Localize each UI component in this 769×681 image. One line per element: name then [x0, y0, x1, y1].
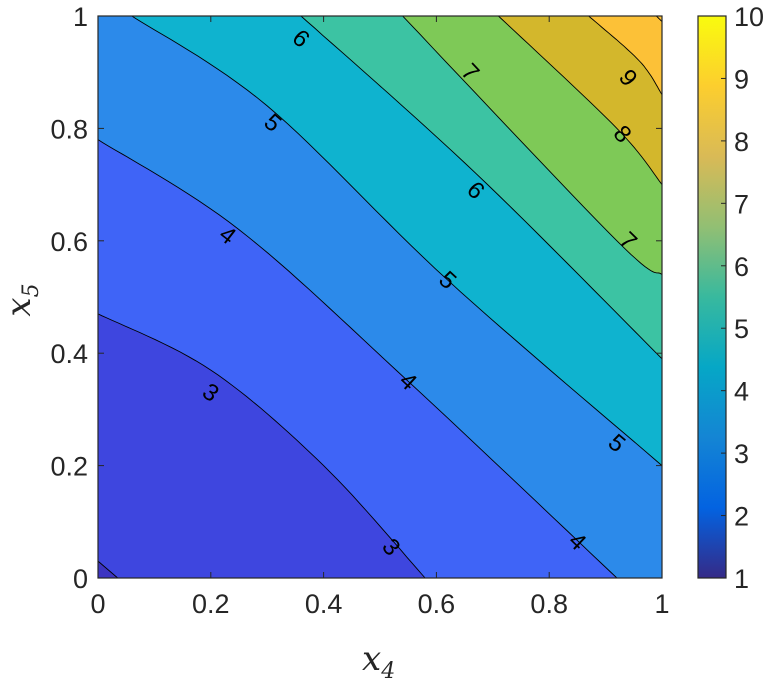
- x-tick-label: 0.8: [530, 589, 568, 619]
- y-tick-label: 0.8: [50, 114, 88, 144]
- x-tick-label: 0.6: [418, 589, 456, 619]
- contour-line-4: [98, 139, 618, 578]
- y-tick-label: 1: [73, 2, 88, 32]
- x-tick-label: 0.4: [305, 589, 343, 619]
- colorbar-tick-label: 6: [734, 252, 749, 282]
- y-axis-label-main: x: [0, 297, 39, 316]
- x-axis-label-main: x: [362, 639, 381, 679]
- colorbar-tick-label: 4: [734, 377, 749, 407]
- x-axis-label-subscript: 4: [380, 659, 395, 681]
- colorbar-tick-label: 9: [734, 64, 749, 94]
- contour-line-7: [402, 16, 662, 275]
- plot-frame: [97, 15, 663, 579]
- y-axis-label-subscript: 5: [19, 283, 44, 297]
- x-tick-label: 0.2: [192, 589, 230, 619]
- contour-line-6: [300, 16, 662, 360]
- contour-line-3: [98, 313, 426, 578]
- contour-bands: [98, 16, 662, 578]
- colorbar-tick-label: 5: [734, 314, 749, 344]
- x-axis-label: x4: [362, 639, 395, 681]
- x-tick-label: 1: [654, 589, 669, 619]
- colorbar-tick-label: 3: [734, 439, 749, 469]
- colorbar-tick-label: 2: [734, 502, 749, 532]
- colorbar: [697, 15, 727, 579]
- colorbar-tick-label: 7: [734, 189, 749, 219]
- colorbar-tick-label: 8: [734, 127, 749, 157]
- y-tick-label: 0.2: [50, 452, 88, 482]
- y-tick-label: 0: [73, 564, 88, 594]
- y-tick-label: 0.4: [50, 339, 88, 369]
- x-tick-label: 0: [90, 589, 105, 619]
- colorbar-tick-label: 1: [734, 564, 749, 594]
- colorbar-ticks: 1 2 3 4 5 6 7 8 9 10: [721, 2, 764, 594]
- y-tick-label: 0.6: [50, 227, 88, 257]
- band-8: [498, 16, 662, 185]
- colorbar-tick-label: 10: [734, 2, 764, 32]
- contour-line-5: [131, 16, 662, 466]
- contour-line-8: [498, 16, 662, 185]
- y-axis-label: x5: [0, 283, 44, 316]
- contour-line-10: [656, 16, 662, 22]
- band-9: [588, 16, 662, 95]
- contour-line-2: [98, 560, 118, 578]
- y-axis-ticks: 0 0.2 0.4 0.6 0.8 1: [50, 2, 662, 594]
- x-axis-ticks: 0 0.2 0.4 0.6 0.8 1: [90, 16, 670, 619]
- contour-lines: [98, 16, 662, 578]
- contour-line-9: [588, 16, 662, 95]
